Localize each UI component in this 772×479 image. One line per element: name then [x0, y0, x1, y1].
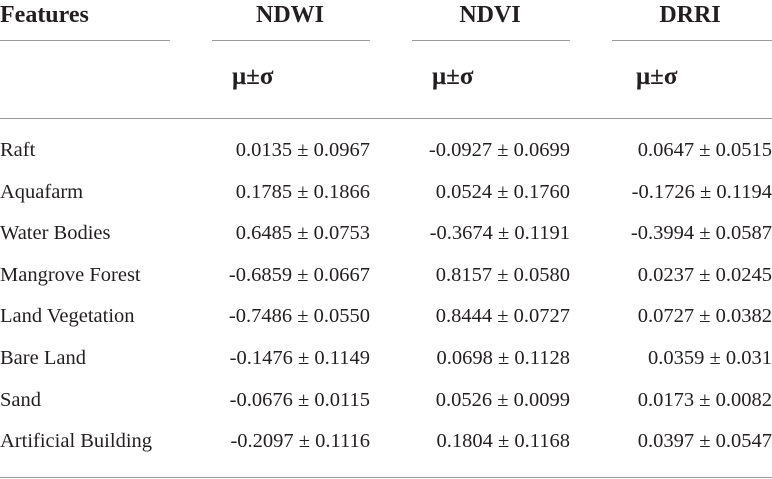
cell: -0.0676 ± 0.0115 [229, 388, 370, 411]
header-rule [0, 40, 170, 41]
cell: 0.0173 ± 0.0082 [637, 388, 772, 411]
cell: -0.3674 ± 0.1191 [429, 222, 570, 245]
cell: 0.8444 ± 0.0727 [435, 305, 570, 328]
cell: -0.1726 ± 0.1194 [631, 180, 772, 203]
cell: 0.0397 ± 0.0547 [637, 430, 772, 453]
row-label: Sand [0, 388, 41, 411]
header-rule [612, 40, 772, 41]
cell: 0.0727 ± 0.0382 [637, 305, 772, 328]
cell: 0.0526 ± 0.0099 [435, 388, 570, 411]
cell: 0.0698 ± 0.1128 [436, 347, 571, 369]
cell: 0.1804 ± 0.1168 [436, 430, 571, 453]
cell: 0.0359 ± 0.031 [647, 347, 772, 369]
cell: 0.0647 ± 0.0515 [637, 139, 772, 161]
cell: -0.2097 ± 0.1116 [230, 430, 370, 453]
cell: -0.1476 ± 0.1149 [229, 347, 370, 369]
column-header: DRRI [659, 2, 721, 28]
cell: 0.0135 ± 0.0967 [235, 139, 370, 161]
column-header: Features [0, 2, 89, 28]
row-label: Mangrove Forest [0, 263, 141, 286]
row-label: Bare Land [0, 347, 86, 369]
column-subheader: μ±σ [636, 63, 678, 90]
header-rule [212, 40, 370, 41]
cell: -0.3994 ± 0.0587 [630, 222, 772, 245]
row-label: Land Vegetation [0, 305, 135, 328]
column-header: NDVI [459, 2, 521, 28]
cell: 0.0237 ± 0.0245 [637, 263, 772, 286]
cell: -0.0927 ± 0.0699 [428, 139, 570, 161]
bottom-rule [0, 477, 772, 478]
column-subheader: μ±σ [232, 63, 274, 90]
cell: -0.7486 ± 0.0550 [228, 305, 370, 328]
cell: 0.1785 ± 0.1866 [235, 180, 370, 203]
cell: 0.0524 ± 0.1760 [435, 180, 570, 203]
subheader-rule [0, 118, 772, 119]
row-label: Aquafarm [0, 180, 84, 203]
row-label: Water Bodies [0, 222, 111, 245]
cell: 0.6485 ± 0.0753 [235, 222, 370, 245]
column-subheader: μ±σ [432, 63, 474, 90]
row-label: Raft [0, 139, 36, 161]
cell: 0.8157 ± 0.0580 [435, 263, 570, 286]
cell: -0.6859 ± 0.0667 [228, 263, 370, 286]
header-rule [412, 40, 570, 41]
row-label: Artificial Building [0, 430, 153, 453]
column-header: NDWI [255, 2, 325, 28]
